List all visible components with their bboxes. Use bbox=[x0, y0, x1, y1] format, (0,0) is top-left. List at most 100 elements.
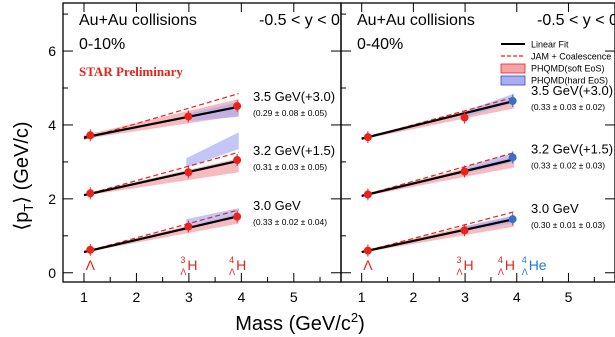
data-point bbox=[184, 222, 193, 231]
x-axis-title: Mass (GeV/c2) bbox=[235, 310, 364, 335]
species-label-superscript: 4 bbox=[229, 255, 234, 265]
energy-label: 3.5 GeV(+3.0) bbox=[253, 89, 335, 104]
jam-coalescence-line bbox=[361, 211, 515, 253]
energy-label: 3.2 GeV(+1.5) bbox=[253, 143, 335, 158]
x-tick-label: 5 bbox=[290, 289, 298, 305]
x-tick-label: 3 bbox=[461, 289, 469, 305]
rapidity-label: -0.5 < y < 0 bbox=[537, 12, 615, 29]
data-point bbox=[184, 112, 193, 121]
legend-swatch-band bbox=[500, 75, 526, 86]
linear-fit-line bbox=[83, 215, 239, 254]
species-label: 4 ΛHe bbox=[522, 255, 547, 277]
x-tick-label: 1 bbox=[80, 289, 88, 305]
x-tick-label: 4 bbox=[513, 289, 521, 305]
energy-label: 3.2 GeV(+1.5) bbox=[531, 141, 613, 156]
legend-entry-label: JAM + Coalescence bbox=[531, 52, 611, 62]
data-point bbox=[460, 113, 469, 122]
linear-fit-line bbox=[83, 105, 239, 139]
legend-entry-label: PHQMD(soft EoS) bbox=[531, 64, 605, 74]
species-label-main: H bbox=[464, 257, 474, 273]
x-tick-label: 4 bbox=[237, 289, 245, 305]
species-label-superscript: 3 bbox=[180, 255, 185, 265]
x-tick-label: 2 bbox=[409, 289, 417, 305]
data-point bbox=[363, 246, 372, 255]
data-point bbox=[86, 189, 95, 198]
species-label-superscript: 3 bbox=[457, 255, 462, 265]
data-point bbox=[233, 212, 242, 221]
species-label-superscript: 4 bbox=[522, 255, 527, 265]
linear-fit-line bbox=[361, 218, 515, 254]
panel-title: Au+Au collisions bbox=[357, 12, 475, 29]
data-point bbox=[460, 226, 469, 235]
star-preliminary-label: STAR Preliminary bbox=[79, 64, 183, 79]
species-label: 4 ΛH bbox=[229, 255, 246, 277]
linear-fit-line bbox=[83, 159, 239, 197]
jam-coalescence-line bbox=[83, 151, 239, 196]
fit-slope-label: (0.29 ± 0.08 ± 0.05) bbox=[253, 108, 327, 118]
data-point bbox=[460, 167, 469, 176]
y-axis-title-sub: T bbox=[21, 204, 36, 212]
species-label-subscript: Λ bbox=[229, 267, 235, 277]
y-tick-label: 6 bbox=[48, 43, 56, 59]
species-label-subscript: Λ bbox=[522, 267, 528, 277]
species-label-subscript: Λ bbox=[180, 267, 186, 277]
data-point bbox=[233, 156, 242, 165]
panel-right: 1 2 3 4 5 3.5 GeV(+3.0) (0.33 ± 0.03 ± 0.02) 3.… bbox=[340, 2, 615, 305]
fit-slope-label: (0.33 ± 0.02 ± 0.03) bbox=[531, 160, 605, 170]
data-point bbox=[508, 96, 517, 105]
x-tick-label: 3 bbox=[185, 289, 193, 305]
x-axis-title-main: Mass (GeV/c bbox=[235, 313, 351, 335]
linear-fit-line bbox=[361, 99, 515, 140]
data-point bbox=[363, 133, 372, 142]
panel-left: 1 2 3 4 5 0 2 4 6 3.5 GeV(+3.0) (0.29 ± 0.08 ± 0.0… bbox=[48, 2, 342, 305]
y-axis-title-tail: ⟩ (GeV/c) bbox=[11, 121, 33, 203]
species-label-main: He bbox=[529, 257, 547, 273]
species-label-main: H bbox=[505, 257, 515, 273]
data-point bbox=[508, 215, 517, 224]
data-point bbox=[86, 131, 95, 140]
species-label: Λ bbox=[363, 257, 373, 273]
x-tick-label: 2 bbox=[133, 289, 141, 305]
fit-slope-label: (0.31 ± 0.03 ± 0.05) bbox=[253, 162, 327, 172]
species-label: Λ bbox=[86, 257, 96, 273]
hard-eos-band bbox=[186, 132, 239, 168]
rapidity-label: -0.5 < y < 0 bbox=[259, 12, 340, 29]
x-tick-label: 1 bbox=[358, 289, 366, 305]
species-label-subscript: Λ bbox=[498, 267, 504, 277]
fit-slope-label: (0.30 ± 0.01 ± 0.03) bbox=[531, 220, 605, 230]
data-point bbox=[363, 190, 372, 199]
x-tick-label: 5 bbox=[565, 289, 573, 305]
x-axis-title-sup: 2 bbox=[351, 310, 358, 325]
species-label: 3 ΛH bbox=[180, 255, 197, 277]
y-axis-title-main: ⟨p bbox=[11, 212, 33, 231]
fit-slope-label: (0.33 ± 0.03 ± 0.02) bbox=[531, 102, 605, 112]
data-point bbox=[184, 168, 193, 177]
energy-label: 3.0 GeV bbox=[253, 198, 301, 213]
x-axis-title-tail: ) bbox=[358, 313, 365, 335]
data-point bbox=[508, 153, 517, 162]
species-label-subscript: Λ bbox=[457, 267, 463, 277]
panel-title: Au+Au collisions bbox=[79, 12, 197, 29]
plot-frame bbox=[340, 2, 615, 283]
data-point bbox=[233, 102, 242, 111]
species-label: 4 ΛH bbox=[498, 255, 515, 277]
centrality-label: 0-40% bbox=[357, 36, 403, 53]
species-label: 3 ΛH bbox=[457, 255, 474, 277]
linear-fit-line bbox=[361, 158, 515, 197]
data-point bbox=[86, 245, 95, 254]
legend-swatch-band bbox=[500, 63, 526, 74]
species-label-main: H bbox=[187, 257, 197, 273]
y-tick-label: 4 bbox=[48, 117, 56, 133]
y-axis-title: ⟨pT⟩ (GeV/c) bbox=[11, 121, 36, 230]
legend-entry-label: PHQMD(hard EoS) bbox=[531, 76, 608, 86]
fit-slope-label: (0.33 ± 0.02 ± 0.04) bbox=[253, 217, 327, 227]
energy-label: 3.0 GeV bbox=[531, 201, 579, 216]
hard-eos-band bbox=[186, 208, 239, 226]
y-tick-label: 2 bbox=[48, 191, 56, 207]
legend-entry-label: Linear Fit bbox=[531, 40, 569, 50]
energy-label: 3.5 GeV(+3.0) bbox=[531, 83, 613, 98]
y-tick-label: 0 bbox=[48, 265, 56, 281]
centrality-label: 0-10% bbox=[79, 36, 125, 53]
species-label-superscript: 4 bbox=[498, 255, 503, 265]
